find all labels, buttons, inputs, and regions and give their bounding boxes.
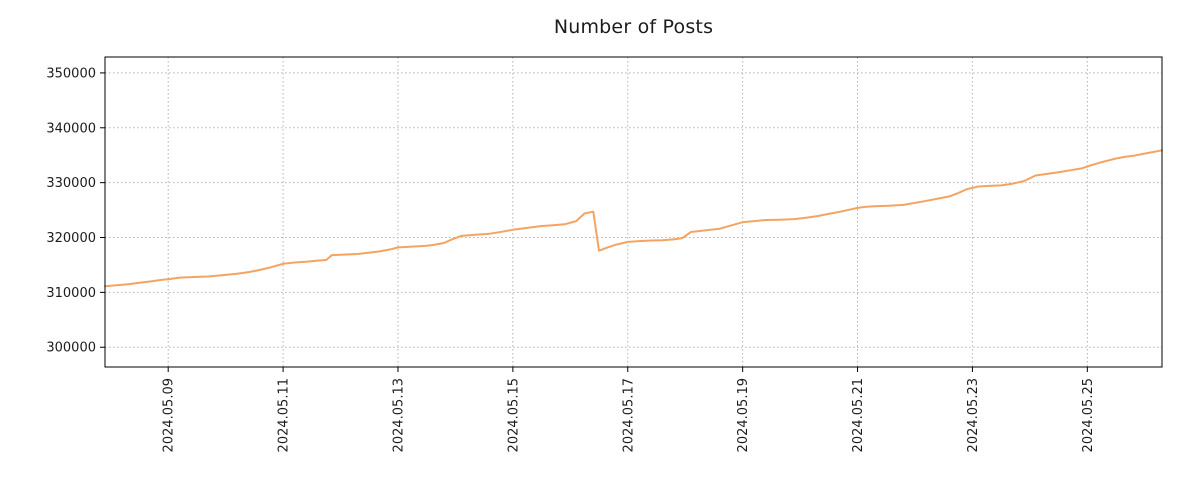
x-tick-label: 2024.05.21 [851,378,866,452]
x-tick-label: 2024.05.13 [391,378,406,452]
y-tick-label: 350000 [46,66,96,81]
x-tick-label: 2024.05.11 [277,378,292,452]
y-tick-label: 310000 [46,286,96,301]
x-tick-label: 2024.05.09 [162,378,177,452]
x-tick-label: 2024.05.17 [621,378,636,452]
x-tick-label: 2024.05.19 [736,378,751,452]
y-tick-label: 340000 [46,121,96,136]
x-tick-label: 2024.05.23 [966,378,981,452]
y-tick-label: 330000 [46,176,96,191]
y-tick-label: 320000 [46,231,96,246]
x-tick-label: 2024.05.15 [506,378,521,452]
chart-title: Number of Posts [553,16,714,38]
plot-border [104,56,1163,368]
posts-series-line [104,149,1163,288]
y-tick-label: 300000 [46,341,96,356]
x-tick-label: 2024.05.25 [1081,378,1096,452]
